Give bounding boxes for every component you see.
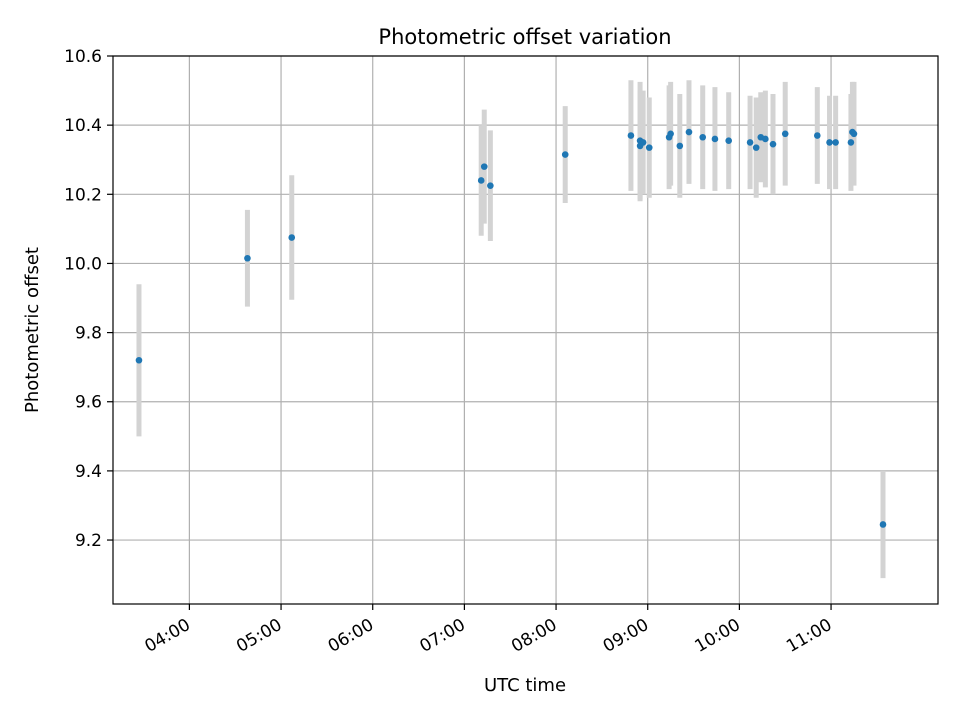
x-tick-label: 05:00 (233, 615, 285, 657)
x-axis-title: UTC time (484, 675, 566, 696)
y-tick-label: 10.0 (64, 254, 102, 274)
data-point (627, 132, 635, 139)
data-point (477, 177, 485, 184)
y-axis-ticks: 9.2 9.4 9.6 9.8 10.0 10.2 10.4 10.6 (64, 47, 113, 551)
x-tick-label: 09:00 (600, 615, 652, 657)
y-tick-label: 10.6 (64, 47, 102, 67)
x-tick-label: 06:00 (325, 615, 377, 657)
data-point (850, 130, 858, 138)
data-point (639, 139, 647, 146)
data-point (685, 128, 693, 136)
x-tick-label: 08:00 (508, 615, 560, 657)
y-tick-label: 9.4 (75, 462, 102, 482)
data-point (781, 130, 789, 138)
data-point (711, 135, 719, 143)
plot-area-frame (112, 55, 939, 605)
data-point (487, 182, 494, 189)
y-tick-label: 9.8 (75, 324, 102, 344)
grid-lines (113, 55, 938, 604)
y-tick-label: 10.4 (64, 116, 102, 136)
data-point (244, 254, 251, 262)
data-point (699, 133, 707, 141)
y-tick-label: 9.2 (75, 531, 102, 551)
x-tick-label: 07:00 (416, 615, 468, 657)
y-tick-label: 10.2 (64, 185, 102, 205)
data-point (288, 234, 296, 241)
x-tick-label: 04:00 (141, 615, 193, 657)
data-point (762, 135, 769, 143)
y-axis-title: Photometric offset (22, 247, 43, 413)
data-point (135, 356, 143, 364)
data-point (480, 163, 488, 170)
data-point (826, 139, 833, 146)
error-bars (136, 80, 886, 579)
data-point (832, 139, 839, 146)
data-point (667, 130, 674, 138)
data-point (879, 521, 887, 528)
x-tick-label: 10:00 (691, 615, 743, 657)
data-point (645, 144, 653, 151)
data-point (769, 140, 777, 148)
chart-title: Photometric offset variation (378, 25, 671, 49)
data-point (814, 132, 821, 139)
data-point (725, 137, 732, 145)
y-tick-label: 9.6 (75, 393, 102, 413)
data-point (847, 139, 855, 146)
x-axis-ticks: 04:00 05:00 06:00 07:00 08:00 09:00 10:00 11:00 (141, 604, 836, 657)
data-point (676, 142, 684, 150)
data-points (135, 128, 887, 528)
x-tick-label: 11:00 (783, 615, 835, 657)
data-point (561, 151, 569, 158)
data-point (746, 139, 754, 146)
data-point (752, 144, 760, 151)
